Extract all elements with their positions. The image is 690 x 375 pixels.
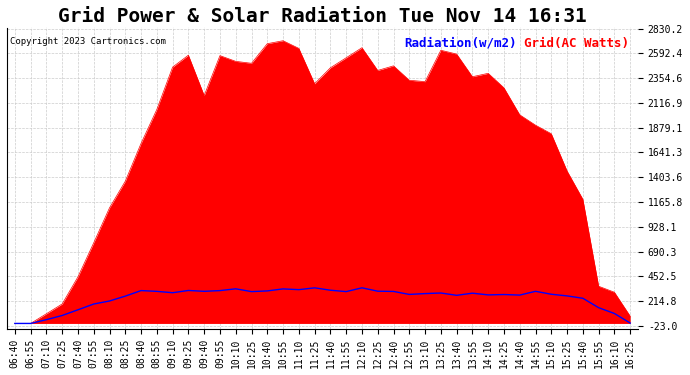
Text: Copyright 2023 Cartronics.com: Copyright 2023 Cartronics.com (10, 36, 166, 45)
Title: Grid Power & Solar Radiation Tue Nov 14 16:31: Grid Power & Solar Radiation Tue Nov 14 … (58, 7, 587, 26)
Text: Radiation(w/m2): Radiation(w/m2) (404, 36, 517, 50)
Text: Grid(AC Watts): Grid(AC Watts) (524, 36, 629, 50)
